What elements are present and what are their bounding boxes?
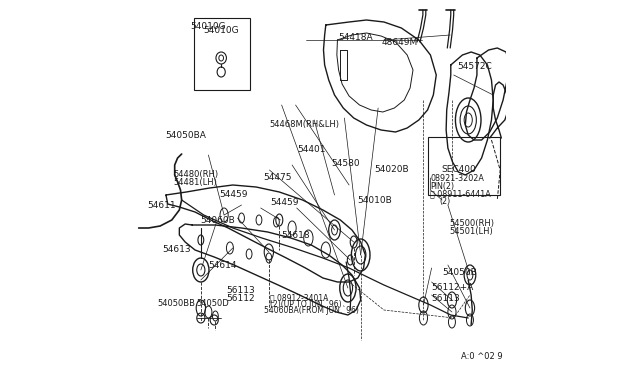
Text: 54050B: 54050B — [442, 268, 477, 277]
Text: 54614: 54614 — [209, 262, 237, 270]
Text: 54580: 54580 — [331, 159, 360, 168]
Text: 54572C: 54572C — [458, 62, 492, 71]
Text: 54010G: 54010G — [204, 26, 239, 35]
Text: 54475: 54475 — [264, 173, 292, 182]
Text: 54459: 54459 — [271, 198, 299, 207]
Text: 54500(RH): 54500(RH) — [449, 219, 495, 228]
Text: 54401: 54401 — [298, 145, 326, 154]
Text: 08921-3202A: 08921-3202A — [431, 174, 484, 183]
Text: 54010G: 54010G — [191, 22, 226, 31]
Text: A:0 ^02 9: A:0 ^02 9 — [461, 352, 502, 361]
Text: 54050BB: 54050BB — [157, 299, 195, 308]
Text: 54501(LH): 54501(LH) — [449, 227, 493, 236]
Text: 54418A: 54418A — [338, 33, 372, 42]
Bar — [194, 18, 250, 90]
Text: 54060BA(FROM JUN.`96): 54060BA(FROM JUN.`96) — [264, 306, 359, 315]
Text: 48649M: 48649M — [381, 38, 418, 47]
Text: 54010B: 54010B — [357, 196, 392, 205]
Text: 54060B: 54060B — [200, 216, 235, 225]
Text: 56113: 56113 — [227, 286, 255, 295]
Text: PIN(2): PIN(2) — [431, 182, 454, 190]
Text: 56112: 56112 — [227, 294, 255, 303]
Text: 54480(RH): 54480(RH) — [173, 170, 218, 179]
Text: Ⓝ 08912-3401A: Ⓝ 08912-3401A — [270, 294, 328, 303]
Text: 54050BA: 54050BA — [165, 131, 206, 140]
Bar — [428, 137, 500, 195]
Text: (2)(UP TO JUN.`96): (2)(UP TO JUN.`96) — [270, 299, 341, 309]
Text: 54459: 54459 — [220, 190, 248, 199]
Text: SEC400: SEC400 — [441, 165, 476, 174]
Text: 56112+A: 56112+A — [431, 283, 474, 292]
Text: 54613: 54613 — [162, 246, 191, 254]
Text: 54050D: 54050D — [196, 299, 229, 308]
Text: 54618: 54618 — [281, 231, 310, 240]
Text: 54468M(RH&LH): 54468M(RH&LH) — [270, 120, 340, 129]
Text: 54611: 54611 — [147, 201, 175, 210]
Text: 56113: 56113 — [431, 294, 460, 303]
Text: Ⓝ 08911-6441A: Ⓝ 08911-6441A — [431, 190, 492, 199]
Text: (2): (2) — [439, 197, 451, 206]
Text: 54020B: 54020B — [374, 165, 408, 174]
Text: 54481(LH): 54481(LH) — [173, 178, 217, 187]
